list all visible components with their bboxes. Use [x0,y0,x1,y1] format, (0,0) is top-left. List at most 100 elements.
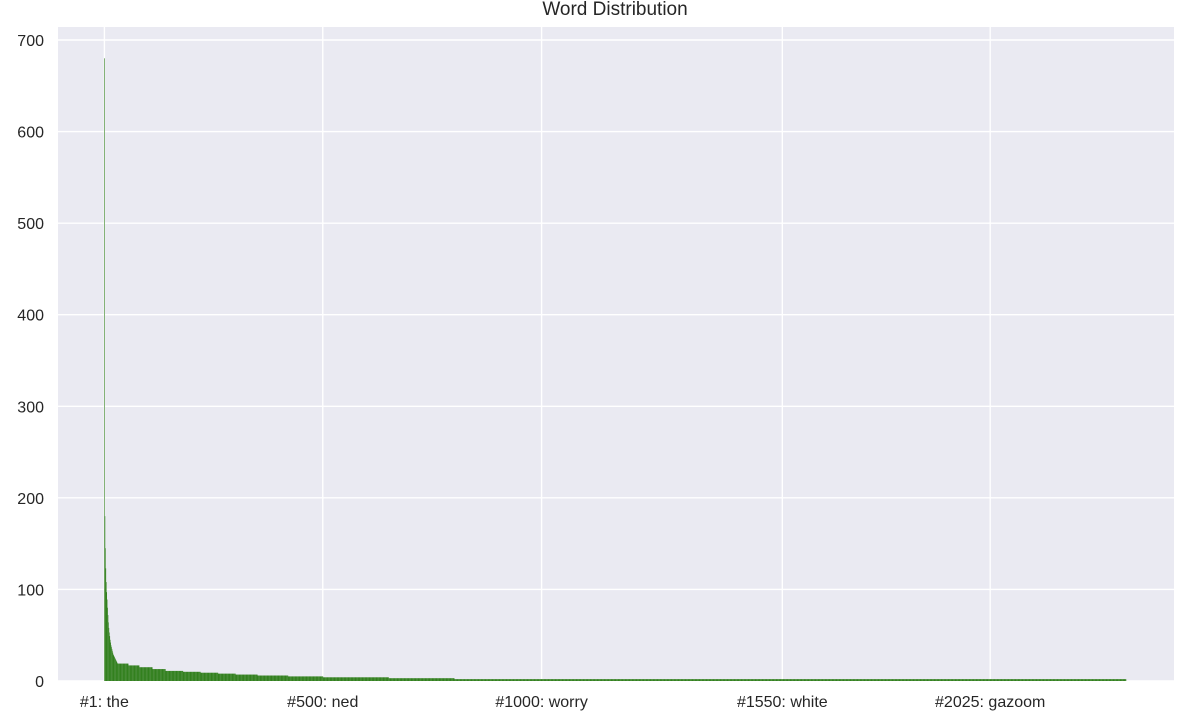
bar [153,669,154,681]
bar [593,679,595,681]
bar [531,679,533,681]
bar [758,679,760,681]
bar [769,679,770,681]
bar [1042,679,1043,681]
bar [129,665,131,681]
bar [1011,679,1013,681]
bar [441,678,443,681]
bar [192,671,193,681]
bar [608,679,609,681]
bar [326,677,328,681]
bar [415,678,417,681]
bar [227,673,229,681]
bar [948,679,950,681]
bar [372,677,373,681]
bar [645,679,646,681]
bar [567,679,569,681]
bar [234,673,236,681]
bar [455,679,457,681]
bar [391,678,392,681]
bar [1084,679,1086,681]
bar [1007,679,1009,681]
bar [1107,679,1108,681]
bar [804,679,806,681]
bar [968,679,970,681]
bar [886,679,888,681]
bar [919,679,921,681]
bar [397,678,399,681]
bar [559,679,560,681]
bar [480,679,481,681]
bar [220,673,221,681]
bar [981,679,983,681]
bar [598,679,599,681]
bar [658,679,659,681]
bar [665,679,666,681]
bar [738,679,739,681]
bar [882,679,883,681]
bar [618,679,619,681]
bar [258,675,259,681]
bar [583,679,584,681]
bar [906,679,908,681]
bar [545,679,546,681]
bar [839,679,841,681]
bar [554,679,556,681]
bar [425,678,427,681]
bar [509,679,511,681]
bar [924,679,926,681]
bar [1004,679,1006,681]
bar [731,679,732,681]
bar [943,679,945,681]
bar [1010,679,1012,681]
bar [460,679,462,681]
bar [1070,679,1072,681]
bar [124,663,125,681]
bar [730,679,731,681]
bar [358,677,360,681]
bar [901,679,902,681]
bar [629,679,631,681]
bar [906,679,908,681]
bar [891,679,893,681]
bar [216,672,217,681]
bar [552,679,554,681]
bar [321,676,322,681]
bar [1065,679,1067,681]
bar [1103,679,1104,681]
bar [922,679,924,681]
bar [610,679,611,681]
bar [818,679,820,681]
bar [711,679,713,681]
bar [852,679,853,681]
bar [119,663,120,681]
bar [817,679,819,681]
bar [847,679,849,681]
bar [477,679,479,681]
bar [607,679,608,681]
bar [701,679,703,681]
bar [458,679,459,681]
bar [539,679,541,681]
bar [366,677,368,681]
bar [923,679,925,681]
bar [568,679,569,681]
bar [551,679,553,681]
bar [964,679,965,681]
bar [637,679,639,681]
bar [354,677,356,681]
bar [829,679,831,681]
bar [550,679,551,681]
bar [308,676,310,681]
bar [974,679,975,681]
bar [749,679,750,681]
bar [786,679,787,681]
bar [548,679,550,681]
bar [1104,679,1106,681]
bar [1113,679,1115,681]
bar [947,679,948,681]
bar [302,676,304,681]
bar [502,679,504,681]
bar [955,679,956,681]
bar [725,679,726,681]
